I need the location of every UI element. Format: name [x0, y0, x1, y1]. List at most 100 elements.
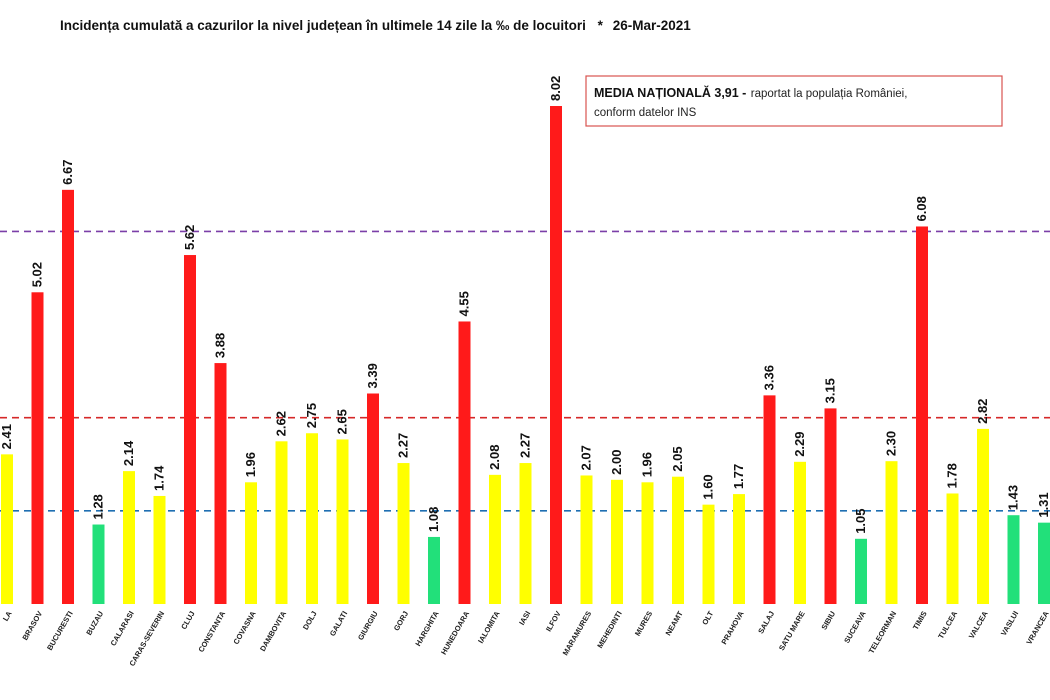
- bar-la: [1, 454, 13, 604]
- bar-tulcea: [946, 493, 959, 604]
- value-label-mures: 1.96: [640, 452, 655, 477]
- national-average-line1: MEDIA NAȚIONALĂ 3,91 - raportat la popul…: [594, 84, 907, 101]
- national-average-rest: raportat la populația României,: [751, 88, 908, 100]
- value-label-satu-mare: 2.29: [792, 431, 807, 456]
- bar-giurgiu: [367, 393, 379, 604]
- value-label-maramures: 2.07: [579, 445, 594, 470]
- category-label-salaj: SALAJ: [756, 610, 776, 636]
- chart-title-date: 26-Mar-2021: [613, 18, 692, 33]
- value-label-gorj: 2.27: [396, 433, 411, 458]
- bar-bucuresti: [62, 189, 74, 604]
- value-label-mehedinti: 2.00: [609, 450, 624, 475]
- value-label-giurgiu: 3.39: [365, 363, 380, 388]
- bar-salaj: [763, 395, 776, 604]
- category-labels: LA BRASOV BUCURESTI BUZAU CALARASICARAS-SEVE…: [1, 609, 1050, 668]
- bar-mehedinti: [611, 479, 623, 604]
- category-label-neamt: NEAMT: [664, 609, 685, 637]
- chart-title-marker: *: [598, 18, 604, 33]
- category-label-ialomita: IALOMITA: [476, 609, 502, 645]
- bar-vaslui: [1007, 515, 1020, 604]
- value-label-dambovita: 2.62: [274, 411, 289, 436]
- category-label-hunedoara: HUNEDOARA: [439, 609, 471, 656]
- bar-suceava: [855, 538, 867, 604]
- bar-timis: [916, 226, 928, 604]
- value-label-ilfov: 8.02: [548, 76, 563, 101]
- category-label-bucuresti: BUCURESTI: [45, 610, 75, 652]
- bar-ilfov: [550, 106, 562, 605]
- category-label-dolj: DOLJ: [301, 610, 319, 632]
- bar-mures: [641, 482, 654, 604]
- bar-dambovita: [275, 441, 288, 604]
- bar-valcea: [977, 428, 989, 604]
- category-label-covasna: COVASNA: [231, 609, 258, 646]
- bar-buzau: [92, 524, 105, 604]
- bar-calarasi: [123, 471, 135, 604]
- category-label-suceava: SUCEAVA: [842, 609, 868, 645]
- category-label-mehedinti: MEHEDINTI: [595, 610, 623, 650]
- chart-title: Incidența cumulată a cazurilor la nivel …: [60, 18, 691, 33]
- bars: [1, 106, 1050, 605]
- category-label-timis: TIMIS: [911, 610, 929, 632]
- bar-caras-severin: [153, 495, 166, 604]
- bar-maramures: [580, 475, 593, 604]
- category-label-sibiu: SIBIU: [819, 610, 837, 632]
- value-label-valcea: 2.82: [975, 399, 990, 424]
- value-label-hunedoara: 4.55: [457, 291, 472, 316]
- bar-prahova: [733, 494, 745, 604]
- bar-hunedoara: [458, 321, 471, 604]
- value-label-tulcea: 1.78: [945, 463, 960, 488]
- category-label-calarasi: CALARASI: [109, 610, 136, 648]
- bar-cluj: [184, 255, 196, 604]
- category-label-olt: OLT: [700, 609, 715, 626]
- category-label-dambovita: DAMBOVITA: [258, 609, 289, 653]
- bar-gorj: [397, 463, 410, 604]
- bar-neamt: [672, 476, 684, 604]
- value-label-ialomita: 2.08: [487, 445, 502, 470]
- bar-constanta: [214, 363, 227, 604]
- category-label-cluj: CLUJ: [179, 610, 197, 631]
- value-label-sibiu: 3.15: [823, 378, 838, 403]
- category-label-valcea: VALCEA: [967, 609, 990, 640]
- value-label-vrancea: 1.31: [1036, 492, 1050, 517]
- category-label-gorj: GORJ: [392, 610, 410, 633]
- national-average-main: MEDIA NAȚIONALĂ 3,91 -: [594, 85, 746, 100]
- bar-covasna: [245, 482, 257, 604]
- bar-brasov: [31, 292, 44, 604]
- value-label-suceava: 1.05: [853, 508, 868, 533]
- value-label-teleorman: 2.30: [884, 431, 899, 456]
- category-label-la: LA: [1, 609, 14, 623]
- chart-title-main: Incidența cumulată a cazurilor la nivel …: [60, 18, 586, 33]
- value-label-timis: 6.08: [914, 196, 929, 221]
- value-label-calarasi: 2.14: [121, 440, 136, 466]
- value-label-olt: 1.60: [701, 474, 716, 499]
- value-label-buzau: 1.28: [91, 494, 106, 519]
- category-label-vrancea: VRANCEA: [1024, 609, 1050, 646]
- value-label-vaslui: 1.43: [1006, 485, 1021, 510]
- national-average-note: MEDIA NAȚIONALĂ 3,91 - raportat la popul…: [585, 75, 1003, 127]
- value-label-neamt: 2.05: [670, 446, 685, 471]
- category-label-ilfov: ILFOV: [544, 610, 563, 634]
- category-label-mures: MURES: [633, 610, 654, 638]
- value-label-salaj: 3.36: [762, 365, 777, 390]
- category-label-harghita: HARGHITA: [413, 609, 441, 648]
- value-label-dolj: 2.75: [304, 403, 319, 428]
- category-label-iasi: IASI: [517, 610, 532, 627]
- bar-vrancea: [1038, 522, 1050, 604]
- value-label-iasi: 2.27: [518, 433, 533, 458]
- value-label-prahova: 1.77: [731, 464, 746, 489]
- value-label-constanta: 3.88: [213, 333, 228, 358]
- bar-galati: [336, 439, 349, 604]
- value-label-la: 2.41: [0, 424, 14, 449]
- bar-iasi: [519, 463, 532, 604]
- bar-ialomita: [489, 474, 501, 604]
- national-average-line2: conform datelor INS: [594, 107, 697, 119]
- value-label-brasov: 5.02: [30, 262, 45, 287]
- value-label-harghita: 1.08: [426, 507, 441, 532]
- category-label-galati: GALATI: [328, 610, 349, 638]
- value-labels: 2.41 5.02 6.67 1.28 2.14 1.74 5.62 3.88 1.96 2.62…: [0, 76, 1050, 534]
- category-label-tulcea: TULCEA: [936, 609, 959, 640]
- bar-dolj: [306, 433, 318, 604]
- category-label-vaslui: VASLUI: [999, 610, 1020, 638]
- category-label-brasov: BRASOV: [20, 610, 44, 642]
